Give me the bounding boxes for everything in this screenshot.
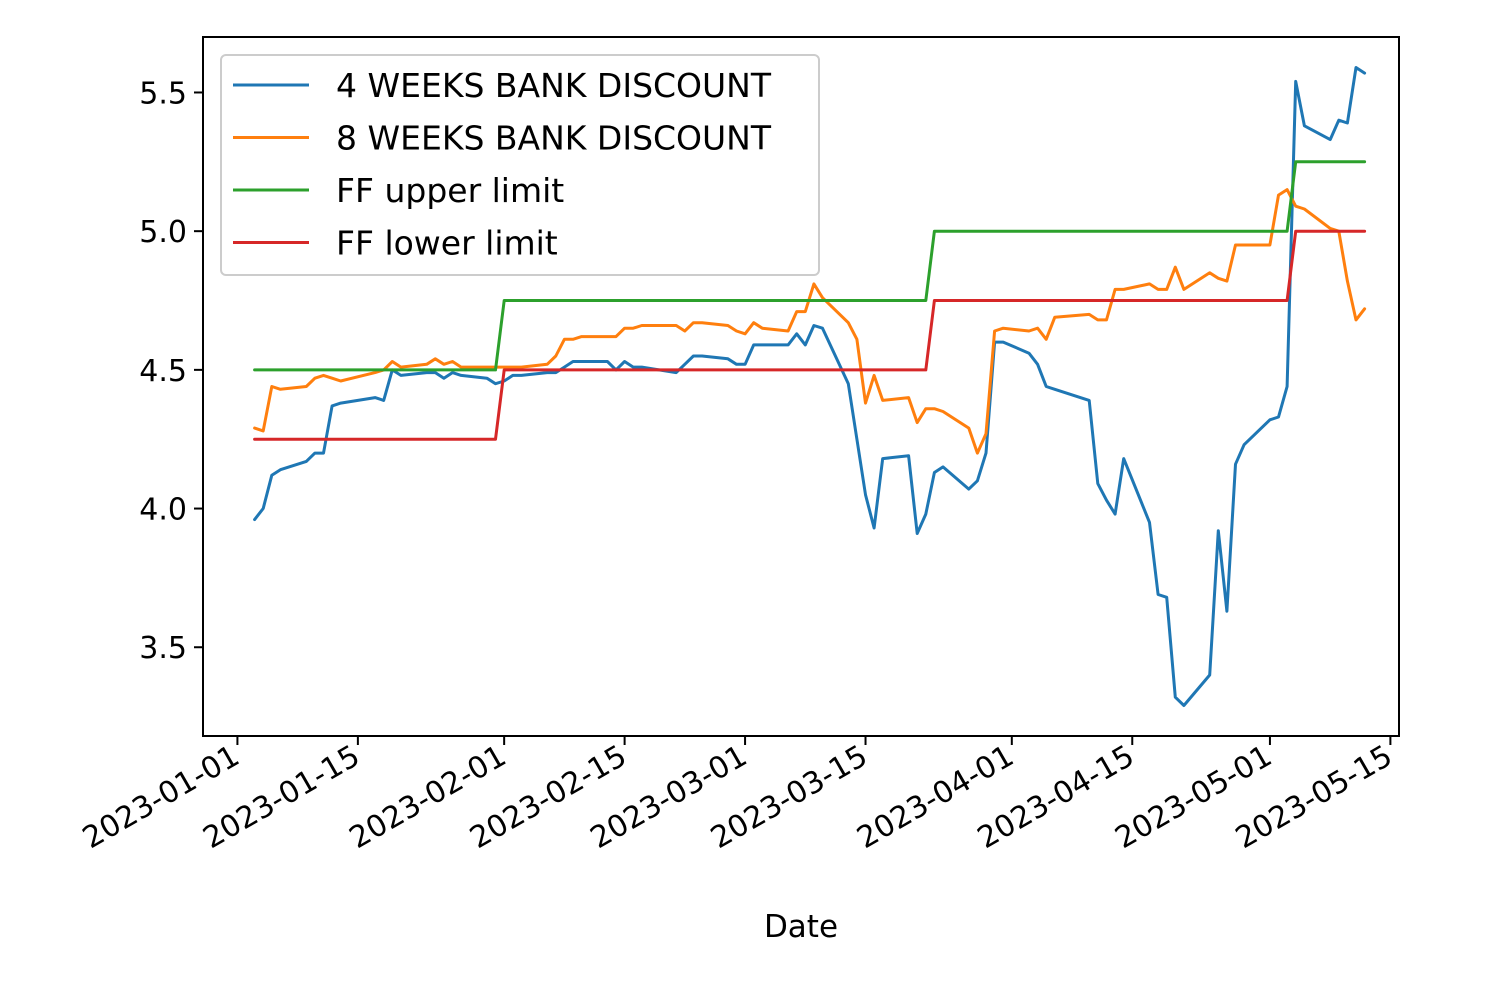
- legend-label: FF upper limit: [336, 171, 564, 210]
- legend-label: FF lower limit: [336, 224, 558, 263]
- legend-label: 8 WEEKS BANK DISCOUNT: [336, 119, 772, 158]
- legend: 4 WEEKS BANK DISCOUNT 8 WEEKS BANK DISCOU…: [220, 54, 820, 276]
- legend-label: 4 WEEKS BANK DISCOUNT: [336, 66, 772, 105]
- legend-box: [220, 54, 820, 276]
- x-axis: 2023-01-012023-01-152023-02-012023-02-15…: [77, 736, 1398, 856]
- y-tick-label: 5.0: [139, 215, 187, 250]
- series-line-4-weeks-bank-discount: [253, 66, 1367, 707]
- series-layer: [253, 66, 1367, 707]
- y-tick-label: 4.5: [139, 354, 187, 389]
- y-tick-label: 3.5: [139, 631, 187, 666]
- plot-frame: [202, 36, 1400, 737]
- series-line-ff-upper-limit: [253, 160, 1367, 372]
- y-tick-label: 5.5: [139, 76, 187, 111]
- y-axis: 3.5 4.0 4.5 5.0 5.5: [139, 76, 203, 666]
- series-line-ff-lower-limit: [253, 229, 1367, 441]
- series-line-8-weeks-bank-discount: [253, 188, 1367, 455]
- y-tick-label: 4.0: [139, 493, 187, 528]
- x-axis-label: Date: [764, 909, 838, 945]
